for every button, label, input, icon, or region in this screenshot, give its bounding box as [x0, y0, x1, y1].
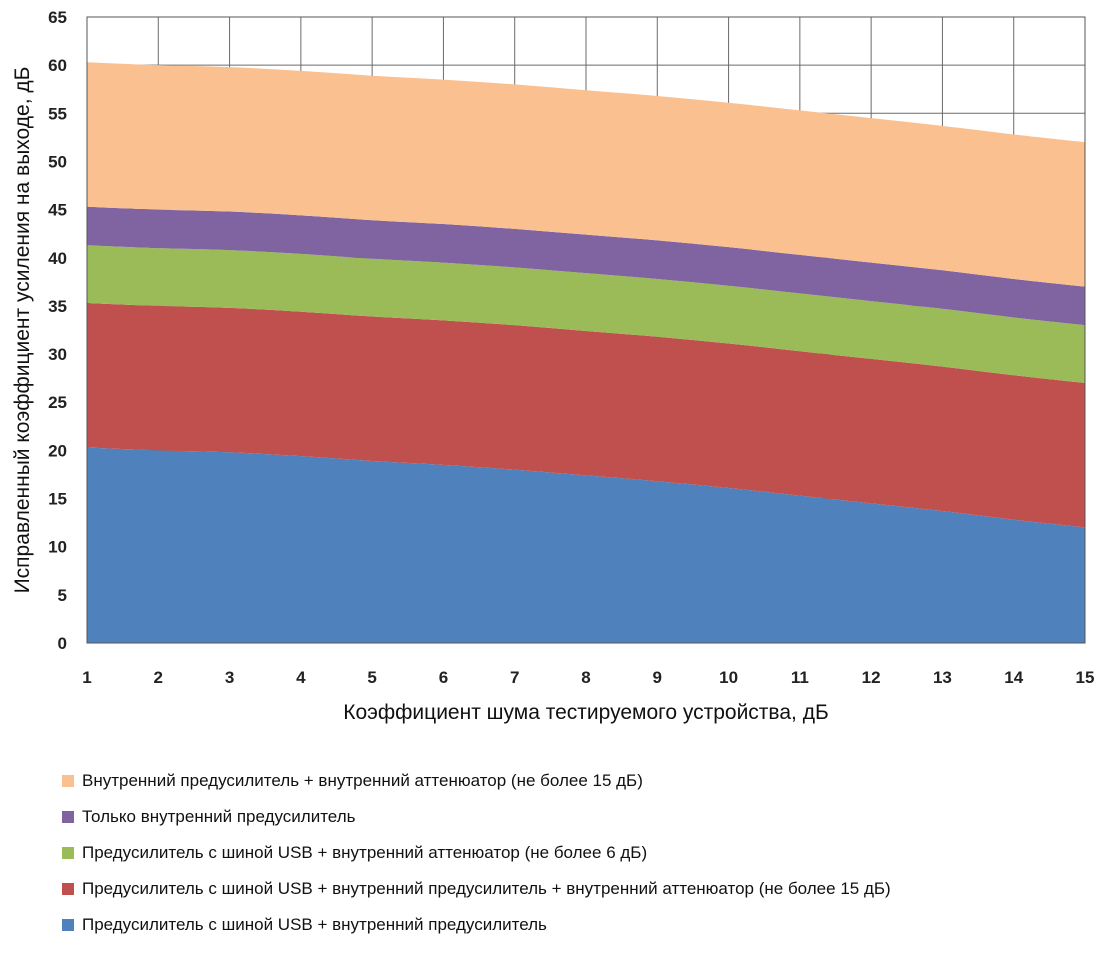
x-tick-labels: 1 2 3 4 5 6 7 8 9 10 11 12 13 14 15 [82, 668, 1094, 687]
legend-swatch [62, 775, 74, 787]
legend-swatch [62, 811, 74, 823]
legend-item: Предусилитель с шиной USB + внутренний а… [62, 835, 891, 871]
y-tick-label: 50 [48, 152, 67, 171]
y-tick-labels: 0 5 10 15 20 25 30 35 40 45 50 55 60 65 [48, 8, 67, 653]
legend-item: Внутренний предусилитель + внутренний ат… [62, 763, 891, 799]
x-tick-label: 5 [367, 668, 376, 687]
legend-item: Предусилитель с шиной USB + внутренний п… [62, 871, 891, 907]
x-tick-label: 15 [1076, 668, 1095, 687]
series-area-3 [87, 245, 1085, 383]
y-axis-title: Исправленный коэффициент усиления на вых… [11, 67, 34, 594]
legend: Внутренний предусилитель + внутренний ат… [62, 763, 891, 943]
legend-swatch [62, 919, 74, 931]
legend-label: Внутренний предусилитель + внутренний ат… [82, 771, 643, 790]
series-areas [87, 62, 1085, 643]
y-tick-label: 0 [58, 634, 67, 653]
series-area-1 [87, 447, 1085, 643]
x-tick-label: 9 [653, 668, 662, 687]
y-tick-label: 15 [48, 490, 67, 509]
x-tick-label: 12 [862, 668, 881, 687]
legend-label: Предусилитель с шиной USB + внутренний а… [82, 843, 648, 862]
x-tick-label: 4 [296, 668, 306, 687]
y-tick-label: 10 [48, 538, 67, 557]
y-tick-label: 5 [58, 586, 67, 605]
x-tick-label: 7 [510, 668, 519, 687]
x-tick-label: 14 [1004, 668, 1023, 687]
plot-frame [86, 16, 1086, 644]
series-area-5 [87, 62, 1085, 287]
legend-label: Предусилитель с шиной USB + внутренний п… [82, 915, 547, 934]
x-axis-title: Коэффициент шума тестируемого устройства… [343, 701, 828, 724]
x-tick-label: 6 [439, 668, 448, 687]
series-area-2 [87, 303, 1085, 528]
x-tick-label: 2 [154, 668, 163, 687]
y-tick-label: 25 [48, 393, 67, 412]
y-tick-label: 30 [48, 345, 67, 364]
legend-swatch [62, 847, 74, 859]
x-tick-label: 3 [225, 668, 234, 687]
y-tick-label: 65 [48, 8, 67, 27]
x-tick-label: 10 [719, 668, 738, 687]
legend-item: Только внутренний предусилитель [62, 799, 891, 835]
y-tick-label: 60 [48, 56, 67, 75]
legend-label: Только внутренний предусилитель [82, 807, 356, 826]
x-tick-label: 13 [933, 668, 952, 687]
y-tick-label: 45 [48, 201, 67, 220]
y-tick-label: 55 [48, 104, 67, 123]
y-tick-label: 40 [48, 249, 67, 268]
legend-label: Предусилитель с шиной USB + внутренний п… [82, 879, 891, 898]
legend-swatch [62, 883, 74, 895]
series-area-4 [87, 206, 1085, 326]
y-tick-label: 35 [48, 297, 67, 316]
x-tick-label: 8 [581, 668, 590, 687]
y-tick-label: 20 [48, 441, 67, 460]
legend-item: Предусилитель с шиной USB + внутренний п… [62, 907, 891, 943]
x-tick-label: 11 [791, 668, 809, 687]
x-tick-label: 1 [82, 668, 91, 687]
